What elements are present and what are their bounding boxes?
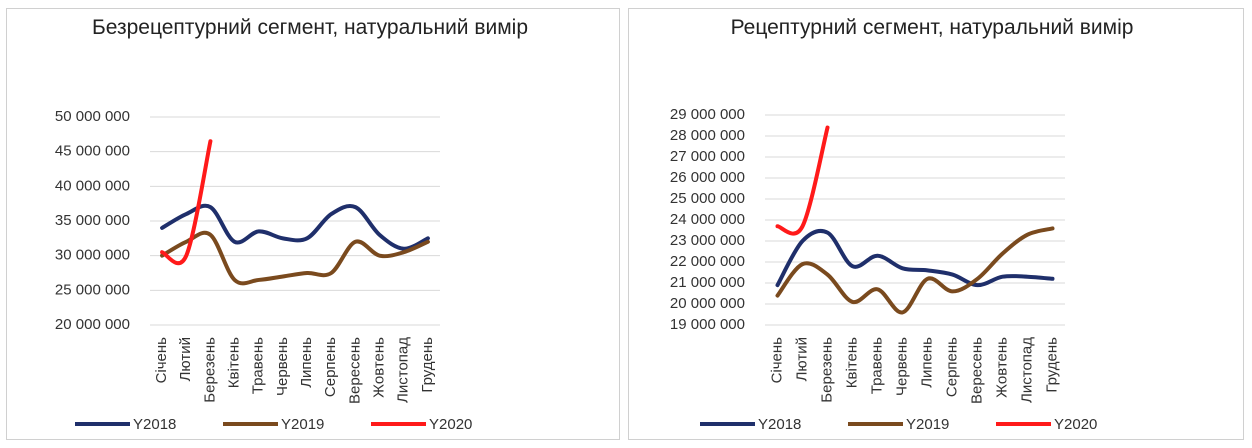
- chart-title: Рецептурний сегмент, натуральний вимір: [730, 16, 1134, 39]
- x-tick-label: Січень: [768, 337, 785, 384]
- y-tick-label: 30 000 000: [55, 247, 130, 264]
- legend-label: Y2019: [281, 416, 324, 433]
- x-tick-label: Жовтень: [371, 337, 388, 398]
- y-tick-label: 23 000 000: [670, 232, 745, 249]
- legend-label: Y2020: [1054, 416, 1097, 433]
- x-tick-label: Грудень: [1043, 337, 1060, 393]
- chart-title: Безрецептурний сегмент, натуральний вимі…: [91, 16, 529, 39]
- legend-label: Y2020: [429, 416, 472, 433]
- y-tick-label: 20 000 000: [670, 295, 745, 312]
- chart-panel: [628, 8, 1244, 440]
- x-tick-label: Червень: [274, 337, 291, 396]
- y-tick-label: 29 000 000: [670, 106, 745, 123]
- x-tick-label: Лютий: [793, 337, 810, 381]
- y-tick-label: 28 000 000: [670, 127, 745, 144]
- y-tick-label: 45 000 000: [55, 143, 130, 160]
- x-tick-label: Січень: [153, 337, 170, 384]
- x-tick-label: Травень: [250, 337, 267, 394]
- x-tick-label: Травень: [868, 337, 885, 394]
- line-series: [160, 230, 430, 286]
- y-tick-label: 25 000 000: [55, 281, 130, 298]
- y-tick-label: 50 000 000: [55, 108, 130, 125]
- x-tick-label: Серпень: [322, 337, 339, 397]
- line-series: [775, 125, 830, 236]
- x-tick-label: Липень: [298, 337, 315, 388]
- line-series: [775, 226, 1055, 315]
- x-tick-label: Червень: [893, 337, 910, 396]
- line-series: [775, 228, 1055, 288]
- x-tick-label: Серпень: [943, 337, 960, 397]
- x-tick-label: Лютий: [177, 337, 194, 381]
- y-tick-label: 35 000 000: [55, 212, 130, 229]
- legend-label: Y2018: [758, 416, 801, 433]
- x-tick-label: Вересень: [968, 337, 985, 404]
- x-tick-label: Вересень: [346, 337, 363, 404]
- legend-label: Y2018: [133, 416, 176, 433]
- y-tick-label: 22 000 000: [670, 253, 745, 270]
- line-series: [160, 203, 430, 251]
- y-tick-label: 40 000 000: [55, 177, 130, 194]
- x-tick-label: Грудень: [419, 337, 436, 393]
- y-tick-label: 19 000 000: [670, 316, 745, 333]
- y-tick-label: 24 000 000: [670, 211, 745, 228]
- legend-label: Y2019: [906, 416, 949, 433]
- y-tick-label: 21 000 000: [670, 274, 745, 291]
- x-tick-label: Жовтень: [993, 337, 1010, 398]
- x-tick-label: Квітень: [226, 337, 243, 388]
- chart-panel: [6, 8, 620, 440]
- y-tick-label: 26 000 000: [670, 169, 745, 186]
- x-tick-label: Липень: [918, 337, 935, 388]
- x-tick-label: Квітень: [843, 337, 860, 388]
- x-tick-label: Листопад: [395, 337, 412, 403]
- y-tick-label: 20 000 000: [55, 316, 130, 333]
- y-tick-label: 25 000 000: [670, 190, 745, 207]
- x-tick-label: Березень: [818, 337, 835, 403]
- x-tick-label: Березень: [201, 337, 218, 403]
- x-tick-label: Листопад: [1018, 337, 1035, 403]
- y-tick-label: 27 000 000: [670, 148, 745, 165]
- line-series: [160, 139, 213, 266]
